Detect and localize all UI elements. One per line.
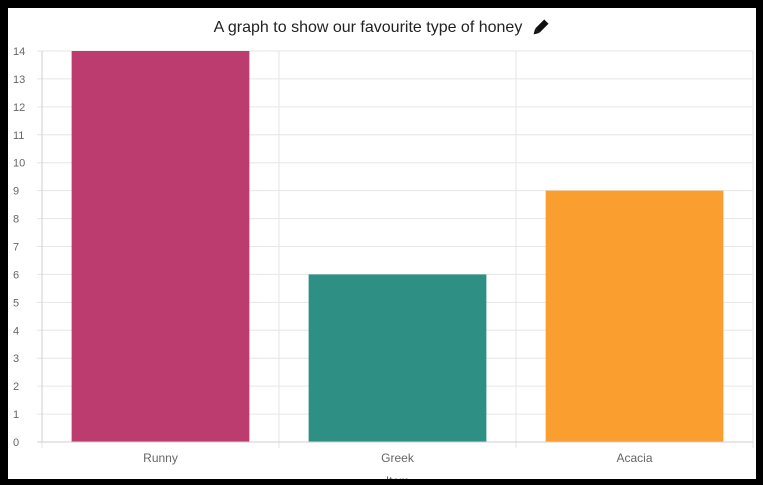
y-tick-label: 6: [13, 269, 19, 281]
pencil-icon[interactable]: [530, 18, 550, 38]
y-tick-label: 0: [13, 437, 19, 449]
y-tick-label: 2: [13, 381, 19, 393]
tick-labels: 01234567891011121314RunnyGreekAcaciaItem: [13, 46, 653, 479]
y-tick-label: 8: [13, 214, 19, 226]
y-tick-label: 7: [13, 242, 19, 254]
y-tick-label: 3: [13, 353, 19, 365]
axes: [37, 51, 753, 443]
y-tick-label: 12: [13, 102, 25, 114]
bar-greek: [308, 274, 487, 442]
bar-acacia: [545, 190, 724, 442]
y-tick-label: 5: [13, 297, 19, 309]
y-tick-label: 14: [13, 46, 25, 58]
x-tick-label: Acacia: [616, 451, 652, 465]
x-axis-label: Item: [386, 474, 409, 479]
y-tick-label: 10: [13, 158, 25, 170]
y-tick-label: 13: [13, 74, 25, 86]
x-tick-label: Greek: [381, 451, 415, 465]
chart-title: A graph to show our favourite type of ho…: [213, 19, 523, 36]
y-tick-label: 1: [13, 409, 19, 421]
title-row: A graph to show our favourite type of ho…: [8, 16, 756, 40]
y-tick-label: 4: [13, 325, 19, 337]
bar-chart: 01234567891011121314RunnyGreekAcaciaItem: [13, 46, 754, 479]
bars: [71, 51, 724, 442]
bar-runny: [71, 51, 250, 442]
y-tick-label: 11: [13, 130, 24, 142]
x-tick-label: Runny: [143, 451, 178, 465]
y-tick-label: 9: [13, 186, 19, 198]
chart-panel: A graph to show our favourite type of ho…: [8, 8, 756, 479]
